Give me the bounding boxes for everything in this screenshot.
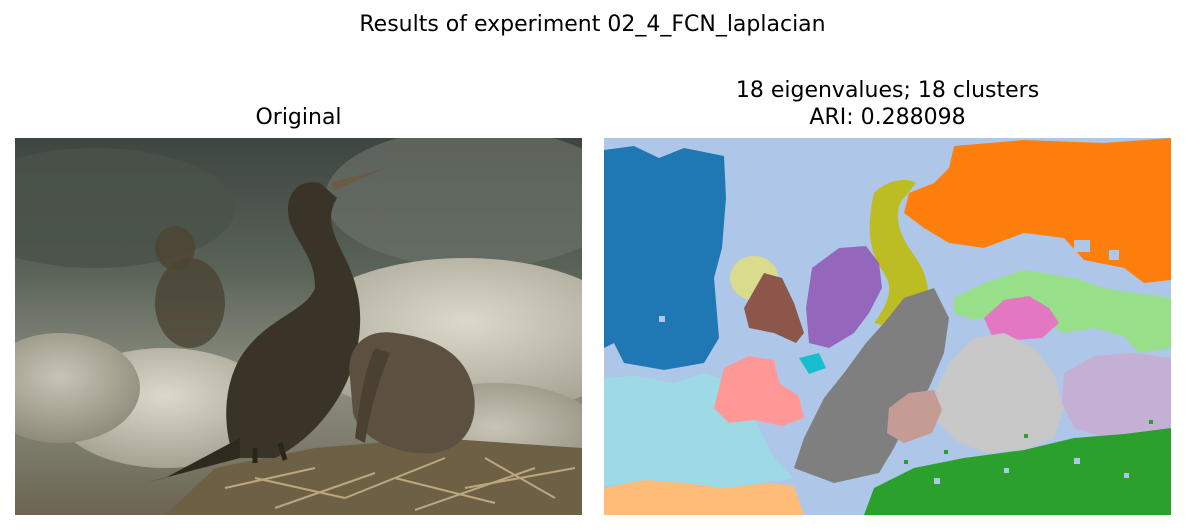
segmentation-title-line1: 18 eigenvalues; 18 clusters xyxy=(735,78,1040,103)
nest-twigs xyxy=(224,457,576,511)
segmentation-svg xyxy=(604,138,1171,515)
segment-cyan xyxy=(799,353,826,374)
nesting-cormorant-neck xyxy=(355,348,390,443)
original-image xyxy=(15,138,582,515)
segment-dusty-rose xyxy=(887,390,942,443)
segment-purple xyxy=(806,246,882,348)
segment-orange xyxy=(904,138,1171,283)
original-title: Original xyxy=(255,105,342,130)
segment-gray xyxy=(794,288,949,483)
segment-pink xyxy=(984,296,1059,340)
cormorant-beak xyxy=(330,168,385,190)
figure-suptitle: Results of experiment 02_4_FCN_laplacian xyxy=(359,12,826,37)
original-photo-svg xyxy=(15,138,582,515)
segment-light-green xyxy=(954,270,1171,353)
segment-peach xyxy=(604,480,804,515)
cormorant-leg-2 xyxy=(277,442,288,461)
segmentation-map xyxy=(604,138,1171,515)
left-rock xyxy=(15,333,140,443)
cormorant-tail xyxy=(145,438,240,483)
segment-blue xyxy=(604,146,726,370)
segment-light-gray xyxy=(934,333,1064,453)
cormorant-body xyxy=(226,182,361,458)
background-bird-body xyxy=(155,258,225,348)
segment-lilac xyxy=(1062,353,1171,438)
segment-salmon xyxy=(714,356,804,426)
segment-green xyxy=(864,428,1171,515)
grey-blur xyxy=(325,138,582,268)
segment-light-cyan xyxy=(604,373,794,488)
segment-noise xyxy=(659,236,1129,484)
segment-olive xyxy=(869,180,929,328)
segmentation-title-line2: ARI: 0.288098 xyxy=(809,105,966,130)
segmentation-title: 18 eigenvalues; 18 clusters ARI: 0.28809… xyxy=(604,77,1171,131)
segment-brown xyxy=(744,273,804,343)
segment-green-noise xyxy=(904,420,1153,464)
